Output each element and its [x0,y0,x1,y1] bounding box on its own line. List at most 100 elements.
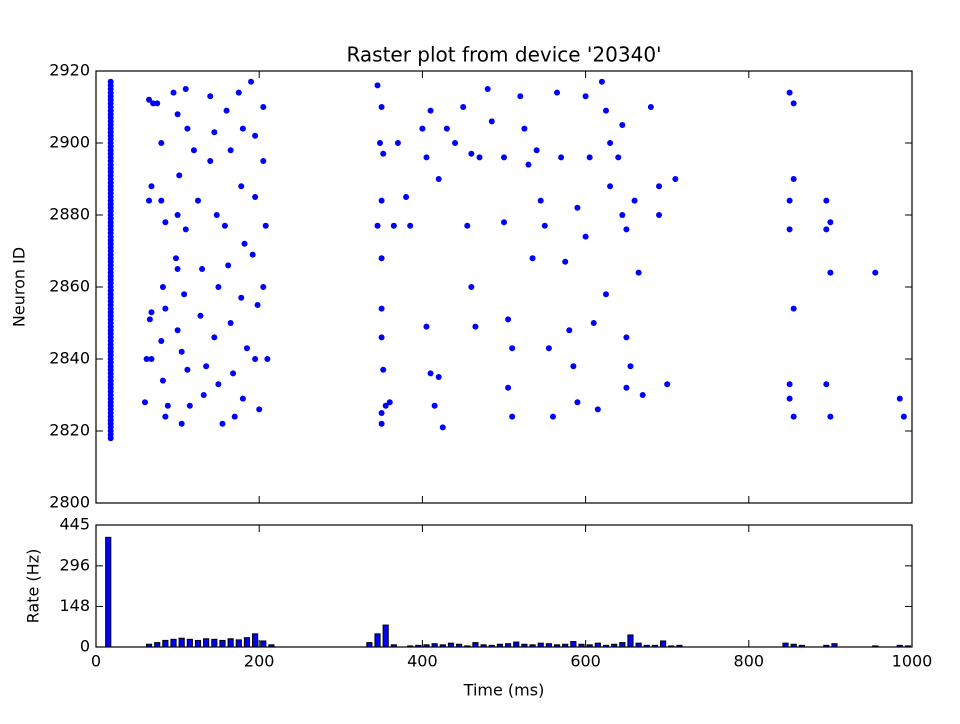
spike [207,93,214,100]
spike [207,158,214,164]
bar [170,638,177,648]
spike [423,323,430,330]
spike [664,381,671,388]
spike [582,93,589,100]
spike [509,413,516,420]
spike [260,158,267,164]
x-tick-label: 0 [91,652,101,671]
spike [239,125,246,132]
spike [190,147,197,154]
spike [786,395,793,402]
spike [378,197,385,204]
spike [148,183,155,190]
spike [252,356,259,362]
spike [635,269,642,276]
spike [164,402,171,409]
spike [427,107,434,114]
spike [484,86,491,92]
spike [431,402,438,409]
spike [590,320,597,326]
spike [786,226,793,233]
spike [252,132,259,139]
bar [366,642,373,648]
spike [378,334,385,341]
bar [203,638,210,648]
spike [178,348,185,355]
spike [146,96,153,103]
spike [374,222,381,229]
spike [143,356,150,362]
spike [260,104,267,110]
spike [223,107,230,114]
spike [435,374,442,380]
spike [107,78,114,85]
spike [378,104,385,110]
spike [215,284,222,290]
spike [172,255,179,262]
spike [505,384,512,391]
spike [472,323,479,330]
spike [627,363,634,370]
y-tick-label: 2820 [49,421,90,440]
bar [627,634,634,648]
x-tick-label: 400 [407,652,438,671]
bar [154,642,161,648]
spike [256,406,263,413]
spike [231,413,238,420]
spike [181,291,188,298]
spike [786,89,793,96]
chart-title: Raster plot from device '20340' [346,43,661,67]
spike [403,194,410,200]
spike [656,183,663,190]
spike [823,381,830,388]
plot-frame [95,524,913,648]
spike [184,125,191,132]
spike [896,395,903,402]
spike [603,107,609,114]
spike [827,219,834,226]
spike [517,93,524,100]
spike [197,312,204,319]
spike [219,420,226,427]
spike [607,183,614,190]
spike [427,370,434,377]
spike [221,222,228,229]
y-tick-label: 2860 [49,277,90,296]
spike [607,140,614,146]
y-axis-label: Neuron ID [10,247,29,327]
spike [827,413,834,420]
spike [435,176,442,182]
spike [603,291,609,298]
y-tick-label: 2840 [49,349,90,368]
spike [380,366,387,373]
spike [230,370,237,377]
spike [505,316,512,323]
bar [211,638,218,648]
spike [378,255,385,262]
spike [656,212,663,218]
spike [199,266,206,272]
bar [194,639,202,648]
spike [174,266,181,272]
spike [159,377,166,384]
spike [582,233,589,240]
bar [260,640,267,648]
spike [623,384,630,391]
spike [162,413,169,420]
x-tick-label: 600 [570,652,601,671]
spike [549,413,556,420]
spike [186,402,193,409]
bar [619,642,626,648]
spike [154,100,161,107]
x-axis-label: Time (ms) [463,681,545,700]
spike [501,219,507,226]
spike [378,410,385,416]
spike [786,381,793,388]
spike [476,154,483,161]
spike [260,284,267,290]
spike [235,89,242,96]
bar [374,633,381,648]
spike [562,258,569,265]
bar [513,641,520,648]
